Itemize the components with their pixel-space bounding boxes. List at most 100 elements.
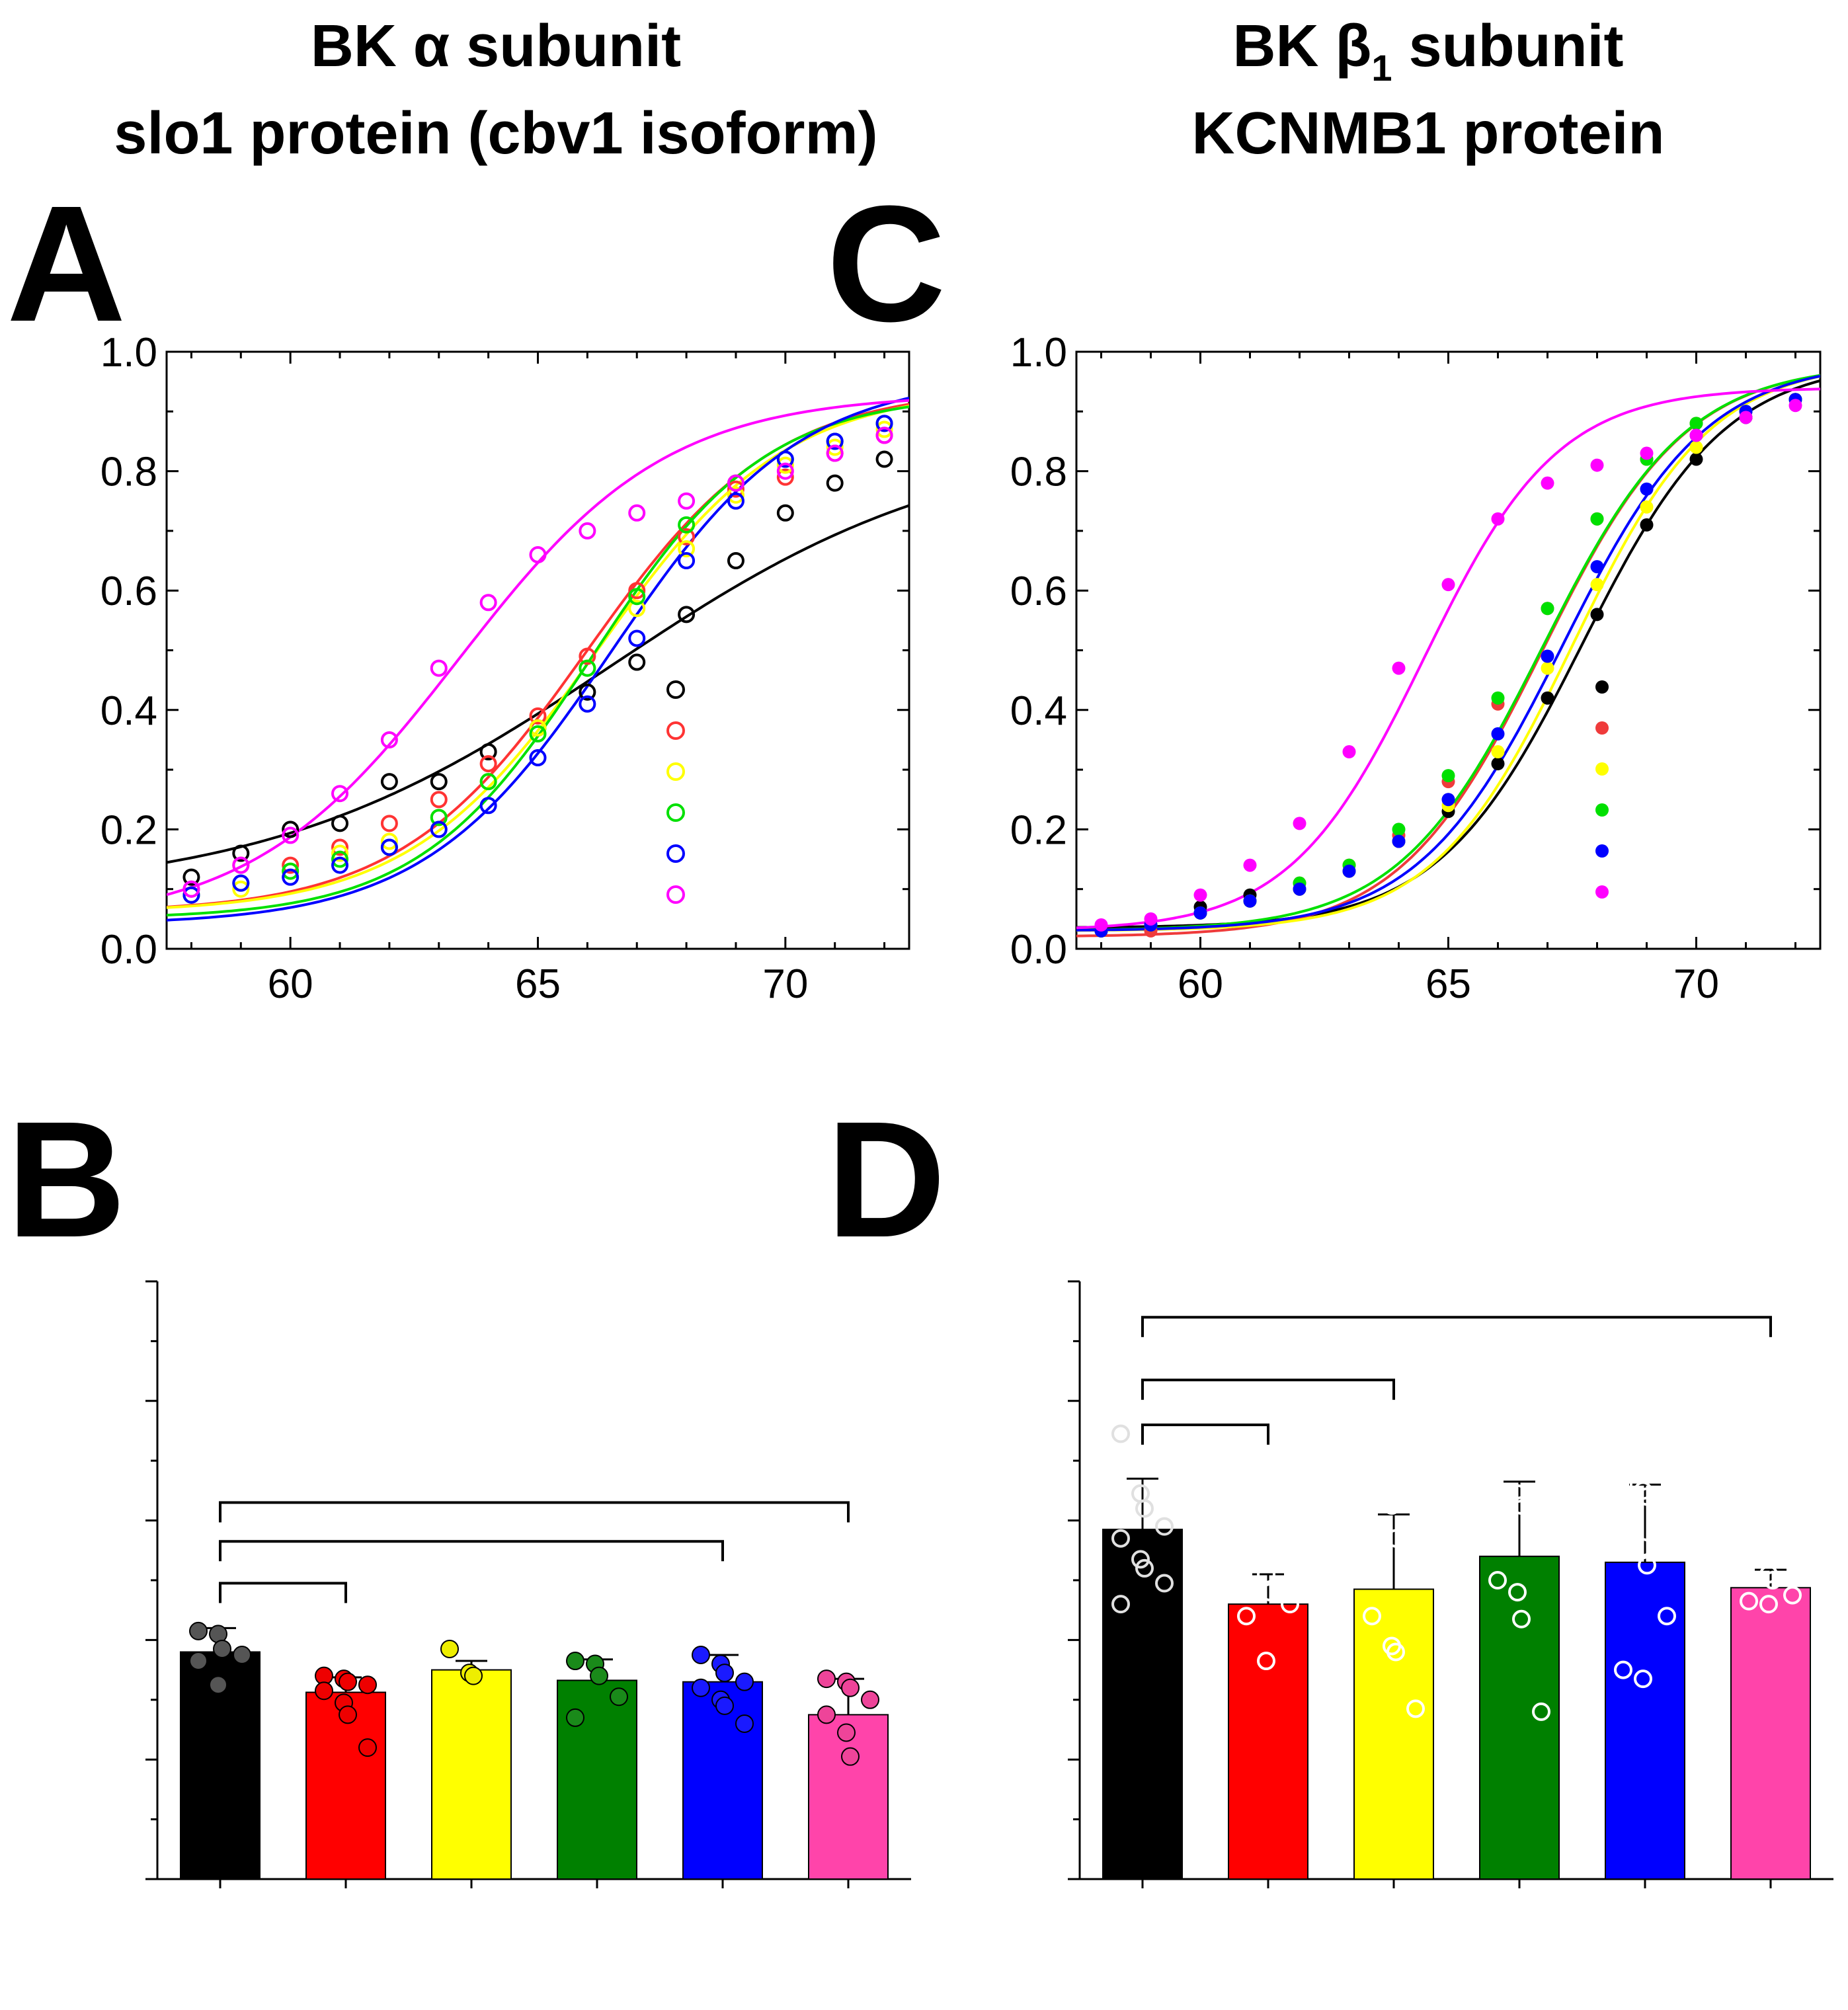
data-point — [579, 522, 596, 540]
data-point — [727, 474, 744, 492]
data-point — [479, 594, 497, 612]
data-point — [380, 815, 398, 832]
data-point — [529, 707, 547, 725]
fit-curve-6 — [167, 399, 909, 897]
data-point — [1541, 691, 1554, 705]
y-tick-label: 0.6 — [100, 569, 157, 614]
data-point — [1508, 1484, 1527, 1503]
data-point — [1590, 578, 1604, 592]
data-point — [1363, 1607, 1381, 1626]
data-point — [1094, 918, 1108, 932]
data-point — [1193, 906, 1207, 920]
data-point — [875, 426, 893, 444]
significance-bracket — [219, 1582, 347, 1603]
data-point — [1541, 661, 1554, 675]
data-point — [727, 552, 744, 570]
data-point — [479, 755, 497, 773]
fit-curve-1 — [1076, 379, 1820, 929]
data-point — [566, 1652, 584, 1671]
data-point — [1640, 446, 1654, 460]
significance-bracket — [1141, 1423, 1269, 1445]
data-point — [628, 588, 646, 606]
y-tick-label: 0.0 — [100, 927, 157, 973]
bar — [1228, 1603, 1308, 1880]
data-point — [1383, 1496, 1401, 1515]
bar — [1353, 1588, 1434, 1880]
data-point — [590, 1666, 608, 1685]
bar — [1102, 1529, 1183, 1880]
data-point — [182, 880, 200, 898]
data-point — [1740, 1544, 1758, 1563]
bar — [557, 1679, 637, 1880]
data-point — [1131, 1484, 1150, 1503]
data-point — [1614, 1514, 1632, 1533]
data-point — [1243, 858, 1257, 872]
data-point — [182, 886, 200, 904]
fit-curve-4 — [1076, 374, 1820, 932]
fit-curve-1 — [167, 504, 909, 864]
data-point — [727, 486, 744, 504]
data-point — [331, 844, 349, 862]
y-tick-label: 0.4 — [100, 688, 157, 734]
panel-letter-c: C — [826, 171, 946, 356]
data-point — [1491, 727, 1505, 741]
data-point — [579, 683, 596, 701]
data-point — [1640, 482, 1654, 496]
data-point — [529, 725, 547, 743]
y-tick-label: 0.2 — [100, 807, 157, 853]
data-point — [380, 773, 398, 791]
data-point — [715, 1664, 734, 1683]
data-point — [735, 1714, 754, 1733]
data-point — [358, 1675, 377, 1695]
data-point — [1689, 440, 1703, 454]
data-point — [529, 719, 547, 737]
y-tick-label: 0.6 — [1010, 569, 1067, 614]
data-point — [339, 1672, 357, 1691]
data-point — [1590, 560, 1604, 574]
y-tick-label: 0.2 — [1010, 807, 1067, 853]
data-point — [1144, 912, 1158, 926]
data-point — [1541, 602, 1554, 616]
data-point — [1111, 1595, 1130, 1614]
data-point — [875, 421, 893, 438]
fit-curve-5 — [167, 397, 909, 922]
data-point — [1512, 1609, 1531, 1628]
data-point — [1488, 1571, 1507, 1589]
data-point — [1532, 1514, 1550, 1533]
legend-marker — [666, 803, 685, 822]
data-point — [1392, 661, 1406, 675]
data-point — [209, 1675, 227, 1695]
data-point — [1261, 1583, 1279, 1602]
data-point — [1243, 894, 1257, 908]
data-point — [380, 838, 398, 856]
data-point — [1788, 399, 1802, 413]
data-point — [1386, 1642, 1405, 1662]
data-point — [1237, 1550, 1256, 1569]
data-point — [282, 862, 300, 880]
bar — [1605, 1561, 1685, 1880]
data-point — [727, 480, 744, 498]
fit-curve-6 — [1076, 387, 1820, 930]
title-left-line1: BK α subunit — [311, 13, 681, 79]
data-point — [1441, 769, 1455, 783]
data-point — [678, 528, 696, 545]
data-point — [233, 1646, 251, 1664]
y-tick-label: 0.8 — [100, 450, 157, 495]
data-point — [358, 1738, 377, 1757]
x-tick-label: 60 — [268, 961, 313, 1007]
title-right-line1-main: BK β — [1232, 13, 1371, 79]
data-point — [628, 653, 646, 671]
data-point — [1614, 1660, 1632, 1679]
significance-bracket — [1141, 1379, 1395, 1400]
data-point — [678, 492, 696, 510]
data-point — [1532, 1702, 1550, 1721]
title-right-line1: BK β1 subunit — [1232, 13, 1623, 89]
data-point — [232, 856, 250, 874]
data-point — [479, 743, 497, 761]
data-point — [1155, 1517, 1174, 1536]
data-point — [1783, 1586, 1802, 1605]
legend-marker — [666, 762, 685, 781]
data-point — [817, 1705, 836, 1724]
data-point — [861, 1690, 879, 1709]
data-point — [1111, 1424, 1130, 1443]
